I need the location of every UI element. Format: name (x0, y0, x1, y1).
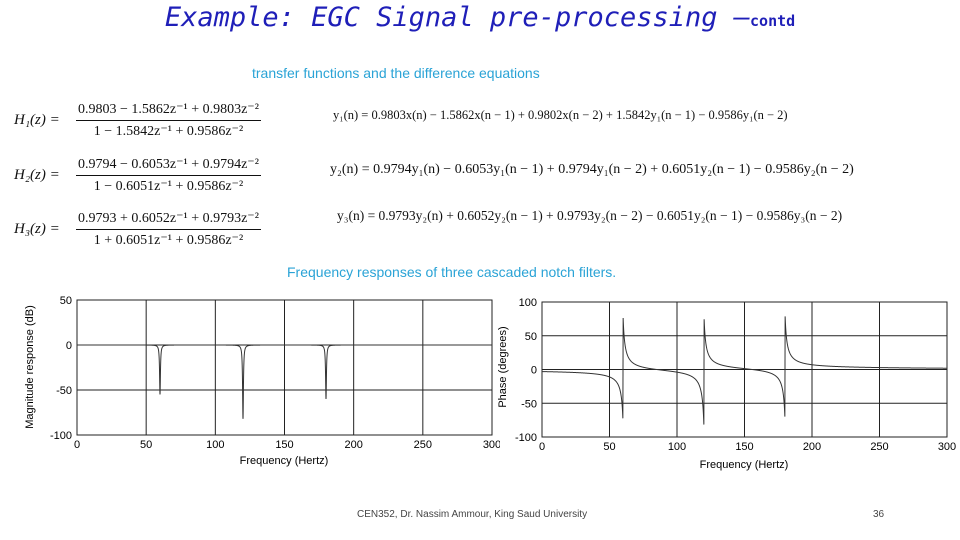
undefined-xtick-label: 100 (206, 439, 224, 451)
magnitude-tick-labels: 0 50 100 150 200 250 300 50 0 -50 -100 (50, 295, 500, 451)
undefined-xtick-label: 250 (870, 441, 888, 453)
undefined-xtick-label: 200 (803, 441, 821, 453)
tf-label: H₃(z) = (14, 220, 60, 237)
transfer-caption: transfer functions and the difference eq… (252, 65, 540, 81)
undefined-xtick-label: 150 (735, 441, 753, 453)
difference-equation-1: y₁(n) = 0.9803x(n) − 1.5862x(n − 1) + 0.… (333, 108, 788, 122)
undefined-xtick-label: 200 (344, 439, 362, 451)
undefined-ytick-label: -100 (515, 432, 537, 444)
footer-course: CEN352, Dr. Nassim Ammour, King Saud Uni… (357, 509, 588, 520)
undefined-ytick-label: 0 (531, 365, 537, 377)
slide-title-suffix: contd (750, 12, 796, 30)
undefined-xtick-label: 0 (74, 439, 80, 451)
tf-fraction: 0.9793 + 0.6052z⁻¹ + 0.9793z⁻² 1 + 0.605… (76, 210, 261, 249)
undefined-xtick-label: 50 (603, 441, 615, 453)
undefined-ytick-label: -50 (521, 398, 537, 410)
tf-numerator: 0.9793 + 0.6052z⁻¹ + 0.9793z⁻² (76, 210, 261, 230)
undefined-ytick-label: 50 (525, 331, 537, 343)
undefined-xtick-label: 250 (414, 439, 432, 451)
undefined-xtick-label: 100 (668, 441, 686, 453)
tf-denominator: 1 − 0.6051z⁻¹ + 0.9586z⁻² (93, 178, 244, 194)
magnitude-xlabel: Frequency (Hertz) (240, 455, 329, 467)
frequency-caption: Frequency responses of three cascaded no… (287, 264, 617, 280)
slide-title-main: Example: EGC Signal pre-processing – (164, 2, 751, 33)
tf-fraction: 0.9803 − 1.5862z⁻¹ + 0.9803z⁻² 1 − 1.584… (76, 101, 261, 140)
tf-label: H₁(z) = (14, 111, 60, 128)
phase-xlabel: Frequency (Hertz) (700, 459, 789, 471)
undefined-xtick-label: 300 (483, 439, 500, 451)
tf-numerator: 0.9794 − 0.6053z⁻¹ + 0.9794z⁻² (76, 156, 261, 176)
footer-page-number: 36 (873, 509, 885, 520)
difference-equation-3: y₃(n) = 0.9793y₂(n) + 0.6052y₂(n − 1) + … (337, 208, 843, 223)
undefined-xtick-label: 50 (140, 439, 152, 451)
phase-tick-labels: 0 50 100 150 200 250 300 100 50 0 -50 -100 (515, 297, 956, 453)
transfer-function-1: H₁(z) = 0.9803 − 1.5862z⁻¹ + 0.9803z⁻² 1… (14, 95, 261, 145)
magnitude-ylabel: Magnitude response (dB) (24, 305, 36, 429)
undefined-xtick-label: 0 (539, 441, 545, 453)
phase-chart: 0 50 100 150 200 250 300 100 50 0 -50 -100 Frequenc… (497, 297, 956, 471)
transfer-function-2: H₂(z) = 0.9794 − 0.6053z⁻¹ + 0.9794z⁻² 1… (14, 150, 261, 200)
undefined-ytick-label: 50 (60, 295, 72, 307)
tf-denominator: 1 − 1.5842z⁻¹ + 0.9586z⁻² (93, 123, 244, 139)
undefined-ytick-label: -100 (50, 430, 72, 442)
phase-series-line (542, 316, 947, 425)
phase-ylabel: Phase (degrees) (497, 326, 509, 407)
difference-equation-2: y₂(n) = 0.9794y₁(n) − 0.6053y₁(n − 1) + … (330, 162, 854, 177)
phase-grid (542, 302, 947, 437)
undefined-ytick-label: 100 (519, 297, 537, 309)
tf-numerator: 0.9803 − 1.5862z⁻¹ + 0.9803z⁻² (76, 101, 261, 121)
tf-denominator: 1 + 0.6051z⁻¹ + 0.9586z⁻² (93, 232, 244, 248)
magnitude-series-line (77, 344, 492, 419)
undefined-ytick-label: -50 (56, 385, 72, 397)
undefined-xtick-label: 300 (938, 441, 956, 453)
tf-label: H₂(z) = (14, 166, 60, 183)
magnitude-chart: 0 50 100 150 200 250 300 50 0 -50 -100 Frequency (… (24, 295, 500, 467)
undefined-ytick-label: 0 (66, 340, 72, 352)
undefined-xtick-label: 150 (275, 439, 293, 451)
tf-fraction: 0.9794 − 0.6053z⁻¹ + 0.9794z⁻² 1 − 0.605… (76, 156, 261, 195)
slide-title: Example: EGC Signal pre-processing –cont… (0, 2, 960, 33)
transfer-function-3: H₃(z) = 0.9793 + 0.6052z⁻¹ + 0.9793z⁻² 1… (14, 204, 261, 254)
